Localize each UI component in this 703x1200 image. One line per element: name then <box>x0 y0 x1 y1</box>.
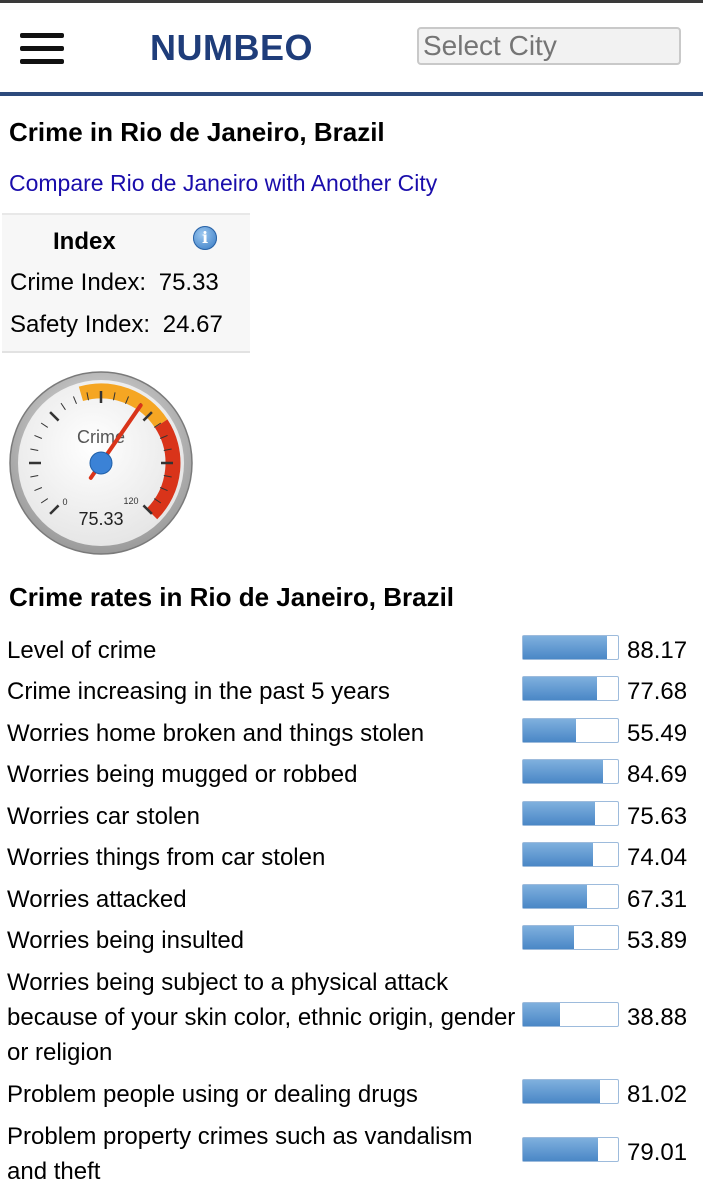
hamburger-menu-icon[interactable] <box>20 33 64 67</box>
crime-rate-label: Problem people using or dealing drugs <box>7 1081 418 1108</box>
crime-rate-bar-fill <box>523 802 595 825</box>
gauge-minor-tick <box>163 448 172 452</box>
gauge-minor-tick <box>159 434 168 439</box>
gauge-minor-tick <box>60 402 66 411</box>
safety-index-row: Safety Index: 24.67 <box>10 311 223 339</box>
index-title: Index <box>53 228 116 255</box>
crime-rate-value: 53.89 <box>627 927 688 954</box>
crime-rate-bar-fill <box>523 760 604 783</box>
gauge-band-danger <box>146 419 181 520</box>
crime-index-value: 75.33 <box>158 269 219 296</box>
gauge-minor-tick <box>72 396 77 405</box>
crime-rate-value: 38.88 <box>627 1004 688 1031</box>
crime-rate-label: Worries things from car stolen <box>7 844 326 871</box>
gauge-major-tick <box>49 504 60 515</box>
gauge-minor-tick <box>40 498 49 504</box>
gauge-minor-tick <box>40 422 49 428</box>
crime-rate-bar <box>522 842 619 867</box>
site-header: NUMBEO <box>0 3 703 92</box>
crime-rate-bar-fill <box>523 926 575 949</box>
crime-gauge: Crime 0 120 75.33 <box>9 371 193 555</box>
crime-rate-value: 88.17 <box>627 637 688 664</box>
crime-rate-label: Worries being subject to a physical atta… <box>7 969 516 1066</box>
crime-rate-bar <box>522 801 619 826</box>
index-box: Index i Crime Index: 75.33 Safety Index:… <box>2 213 250 353</box>
crime-rate-bar-fill <box>523 1080 600 1103</box>
crime-rate-bar-fill <box>523 1138 599 1161</box>
crime-rate-label: Worries being mugged or robbed <box>7 761 358 788</box>
crime-rate-label: Worries being insulted <box>7 927 245 954</box>
gauge-label: Crime <box>77 427 125 447</box>
gauge-minor-tick <box>159 487 168 492</box>
gauge-major-tick <box>49 411 60 422</box>
crime-rate-value: 75.63 <box>627 803 688 830</box>
crime-rate-label: Problem property crimes such as vandalis… <box>7 1123 473 1185</box>
gauge-band-warning <box>78 383 168 428</box>
crime-rate-bar <box>522 925 619 950</box>
menu-line <box>20 59 64 64</box>
safety-index-value: 24.67 <box>162 311 223 338</box>
crime-rate-bar <box>522 1002 619 1027</box>
crime-rate-bar <box>522 718 619 743</box>
crime-rate-bar-fill <box>523 677 597 700</box>
crime-rate-value: 84.69 <box>627 761 688 788</box>
crime-rate-value: 67.31 <box>627 886 688 913</box>
crime-rate-label: Worries home broken and things stolen <box>7 720 425 747</box>
gauge-min-label: 0 <box>62 497 67 507</box>
info-icon[interactable]: i <box>193 226 217 250</box>
crime-rate-bar-fill <box>523 719 576 742</box>
top-border <box>0 0 703 3</box>
crime-rate-label: Worries attacked <box>7 886 187 913</box>
crime-rate-bar-fill <box>523 885 587 908</box>
crime-rate-bar-fill <box>523 1003 560 1026</box>
crime-rate-bar <box>522 1079 619 1104</box>
crime-rate-bar-fill <box>523 636 607 659</box>
crime-rate-label: Crime increasing in the past 5 years <box>7 678 390 705</box>
gauge-major-tick <box>142 411 153 422</box>
menu-line <box>20 33 64 38</box>
header-divider <box>0 92 703 96</box>
select-city-input[interactable] <box>417 27 681 65</box>
crime-index-row: Crime Index: 75.33 <box>10 269 219 297</box>
crime-rate-bar-fill <box>523 843 594 866</box>
gauge-minor-tick <box>86 392 90 401</box>
crime-rate-bar <box>522 1137 619 1162</box>
gauge-minor-tick <box>153 422 162 428</box>
gauge-minor-tick <box>30 474 39 478</box>
gauge-major-tick <box>142 504 153 515</box>
gauge-value: 75.33 <box>78 509 123 529</box>
gauge-minor-tick <box>125 396 130 405</box>
crime-index-label: Crime Index: <box>10 269 147 296</box>
numbeo-logo[interactable]: NUMBEO <box>150 27 313 68</box>
crime-rate-value: 77.68 <box>627 678 688 705</box>
gauge-minor-tick <box>30 448 39 452</box>
gauge-max-label: 120 <box>123 496 138 506</box>
crime-rate-value: 55.49 <box>627 720 688 747</box>
gauge-minor-tick <box>112 392 116 401</box>
crime-rate-bar <box>522 759 619 784</box>
gauge-hub <box>89 451 113 475</box>
gauge-minor-tick <box>163 474 172 478</box>
safety-index-label: Safety Index: <box>10 311 151 338</box>
crime-rate-label: Worries car stolen <box>7 803 200 830</box>
page-title: Crime in Rio de Janeiro, Brazil <box>9 117 385 147</box>
gauge-minor-tick <box>34 434 43 439</box>
crime-rate-label: Level of crime <box>7 637 157 664</box>
gauge-minor-tick <box>34 487 43 492</box>
gauge-minor-tick <box>153 498 162 504</box>
crime-rate-bar <box>522 884 619 909</box>
crime-rate-bar <box>522 635 619 660</box>
crime-rate-value: 81.02 <box>627 1081 688 1108</box>
crime-rate-bar <box>522 676 619 701</box>
crime-rate-value: 79.01 <box>627 1139 688 1166</box>
compare-city-link[interactable]: Compare Rio de Janeiro with Another City <box>9 170 438 196</box>
menu-line <box>20 46 64 51</box>
crime-rates-title: Crime rates in Rio de Janeiro, Brazil <box>9 582 455 612</box>
crime-rate-value: 74.04 <box>627 844 688 871</box>
